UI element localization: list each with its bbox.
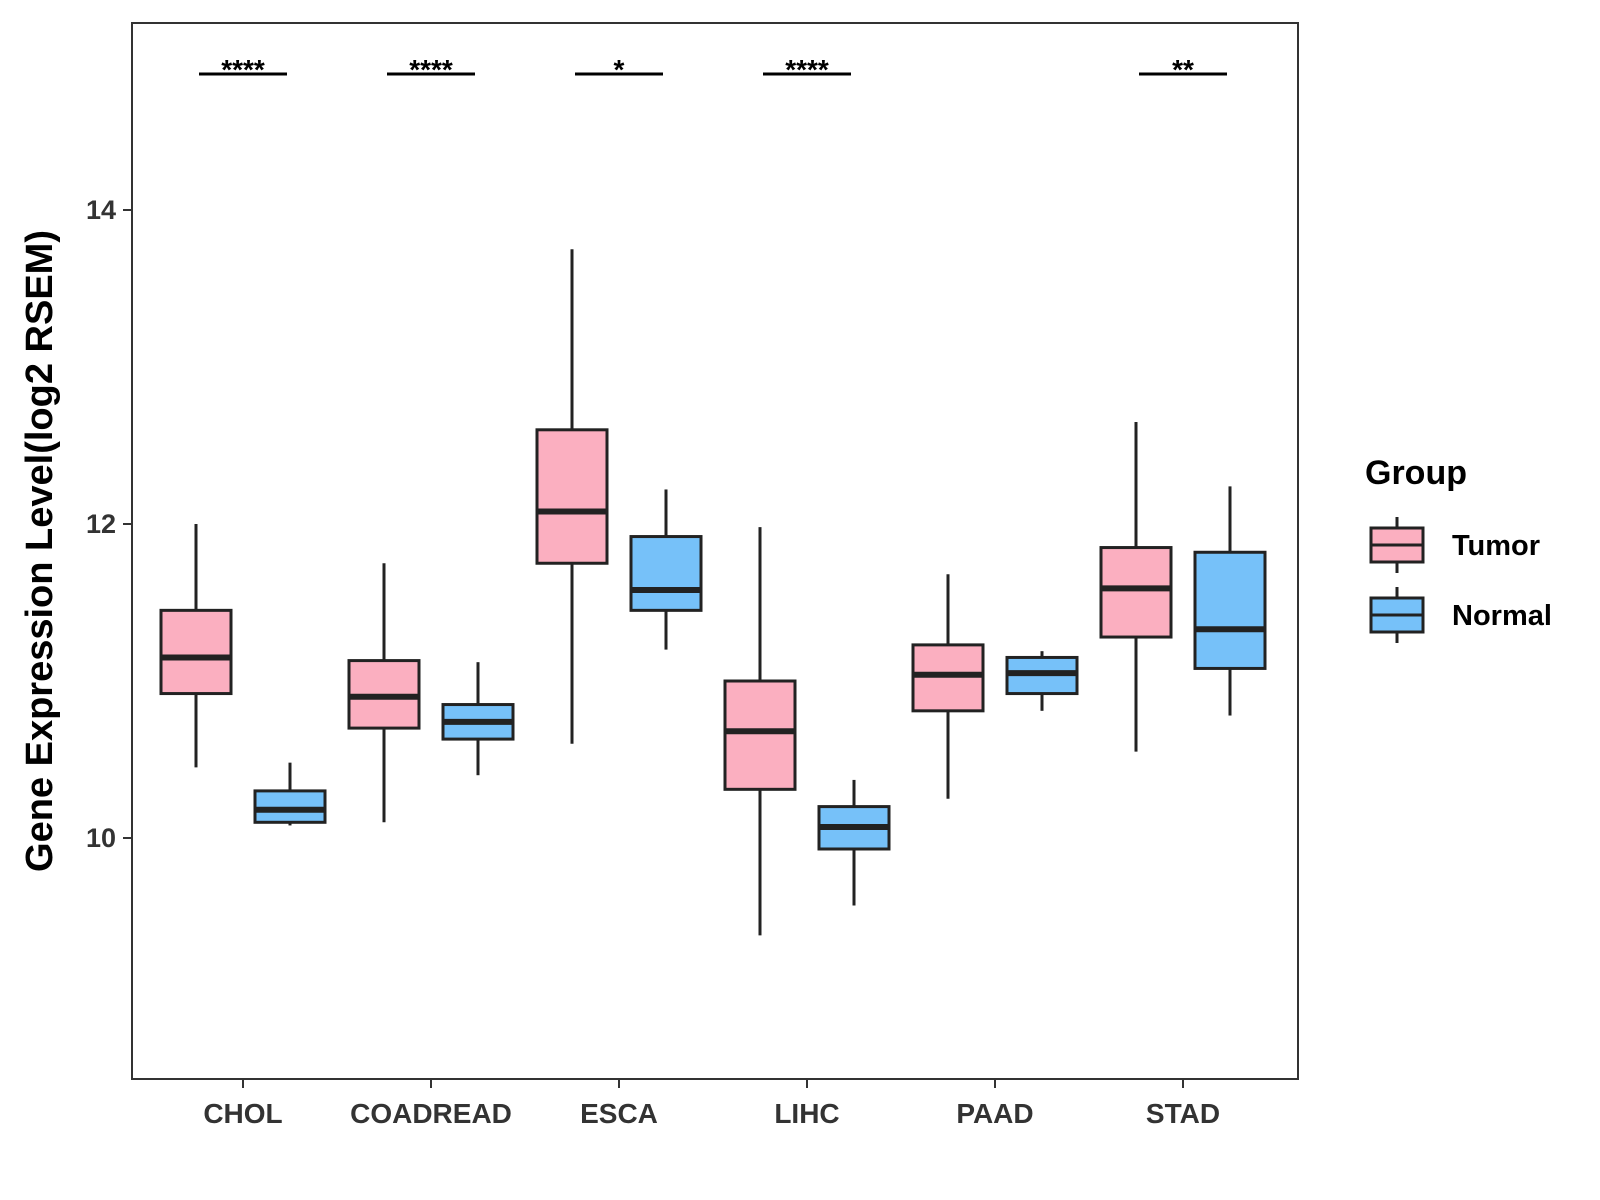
- x-tick-label-paad: PAAD: [956, 1098, 1033, 1129]
- box-tumor-coadread: [347, 563, 421, 823]
- x-axis: CHOL COADREAD ESCA LIHC PAAD STAD: [203, 1079, 1220, 1129]
- x-tick-label-stad: STAD: [1146, 1098, 1220, 1129]
- box-tumor-paad: [911, 574, 985, 799]
- y-tick-label: 14: [86, 195, 116, 225]
- significance-layer: **** **** * **** **: [199, 54, 1227, 85]
- box-iqr: [911, 643, 985, 713]
- box-tumor-chol: [159, 524, 233, 768]
- legend: Group Tumor Normal: [1365, 454, 1552, 643]
- y-axis-label: Gene Expression Level(log2 RSEM): [19, 230, 61, 872]
- boxes-layer: [159, 249, 1267, 936]
- box-normal-coadread: [441, 662, 515, 776]
- box-iqr: [253, 789, 327, 824]
- legend-key-tumor: [1369, 517, 1425, 573]
- y-axis: 10 12 14: [86, 195, 132, 853]
- box-normal-stad: [1193, 486, 1267, 716]
- x-tick-label-esca: ESCA: [580, 1098, 658, 1129]
- significance-label-chol: ****: [221, 54, 265, 85]
- x-tick-label-chol: CHOL: [203, 1098, 282, 1129]
- significance-label-lihc: ****: [785, 54, 829, 85]
- box-iqr: [723, 679, 797, 791]
- box-normal-paad: [1005, 651, 1079, 711]
- x-tick-label-lihc: LIHC: [774, 1098, 839, 1129]
- box-iqr: [159, 608, 233, 696]
- box-normal-esca: [629, 489, 703, 650]
- box-tumor-stad: [1099, 421, 1173, 752]
- y-tick-label: 10: [86, 823, 116, 853]
- legend-title: Group: [1365, 454, 1467, 492]
- box-iqr: [1193, 550, 1267, 670]
- box-tumor-lihc: [723, 527, 797, 936]
- box-iqr: [535, 428, 609, 565]
- x-tick-label-coadread: COADREAD: [350, 1098, 512, 1129]
- significance-label-esca: *: [614, 54, 625, 85]
- box-normal-lihc: [817, 779, 891, 906]
- legend-label-normal: Normal: [1452, 600, 1552, 632]
- legend-key-normal: [1369, 587, 1425, 643]
- legend-label-tumor: Tumor: [1452, 530, 1540, 562]
- box-iqr: [629, 535, 703, 612]
- box-normal-chol: [253, 762, 327, 826]
- box-tumor-esca: [535, 249, 609, 744]
- significance-label-stad: **: [1172, 54, 1194, 85]
- box-iqr: [1099, 546, 1173, 639]
- y-tick-label: 12: [86, 509, 116, 539]
- significance-label-coadread: ****: [409, 54, 453, 85]
